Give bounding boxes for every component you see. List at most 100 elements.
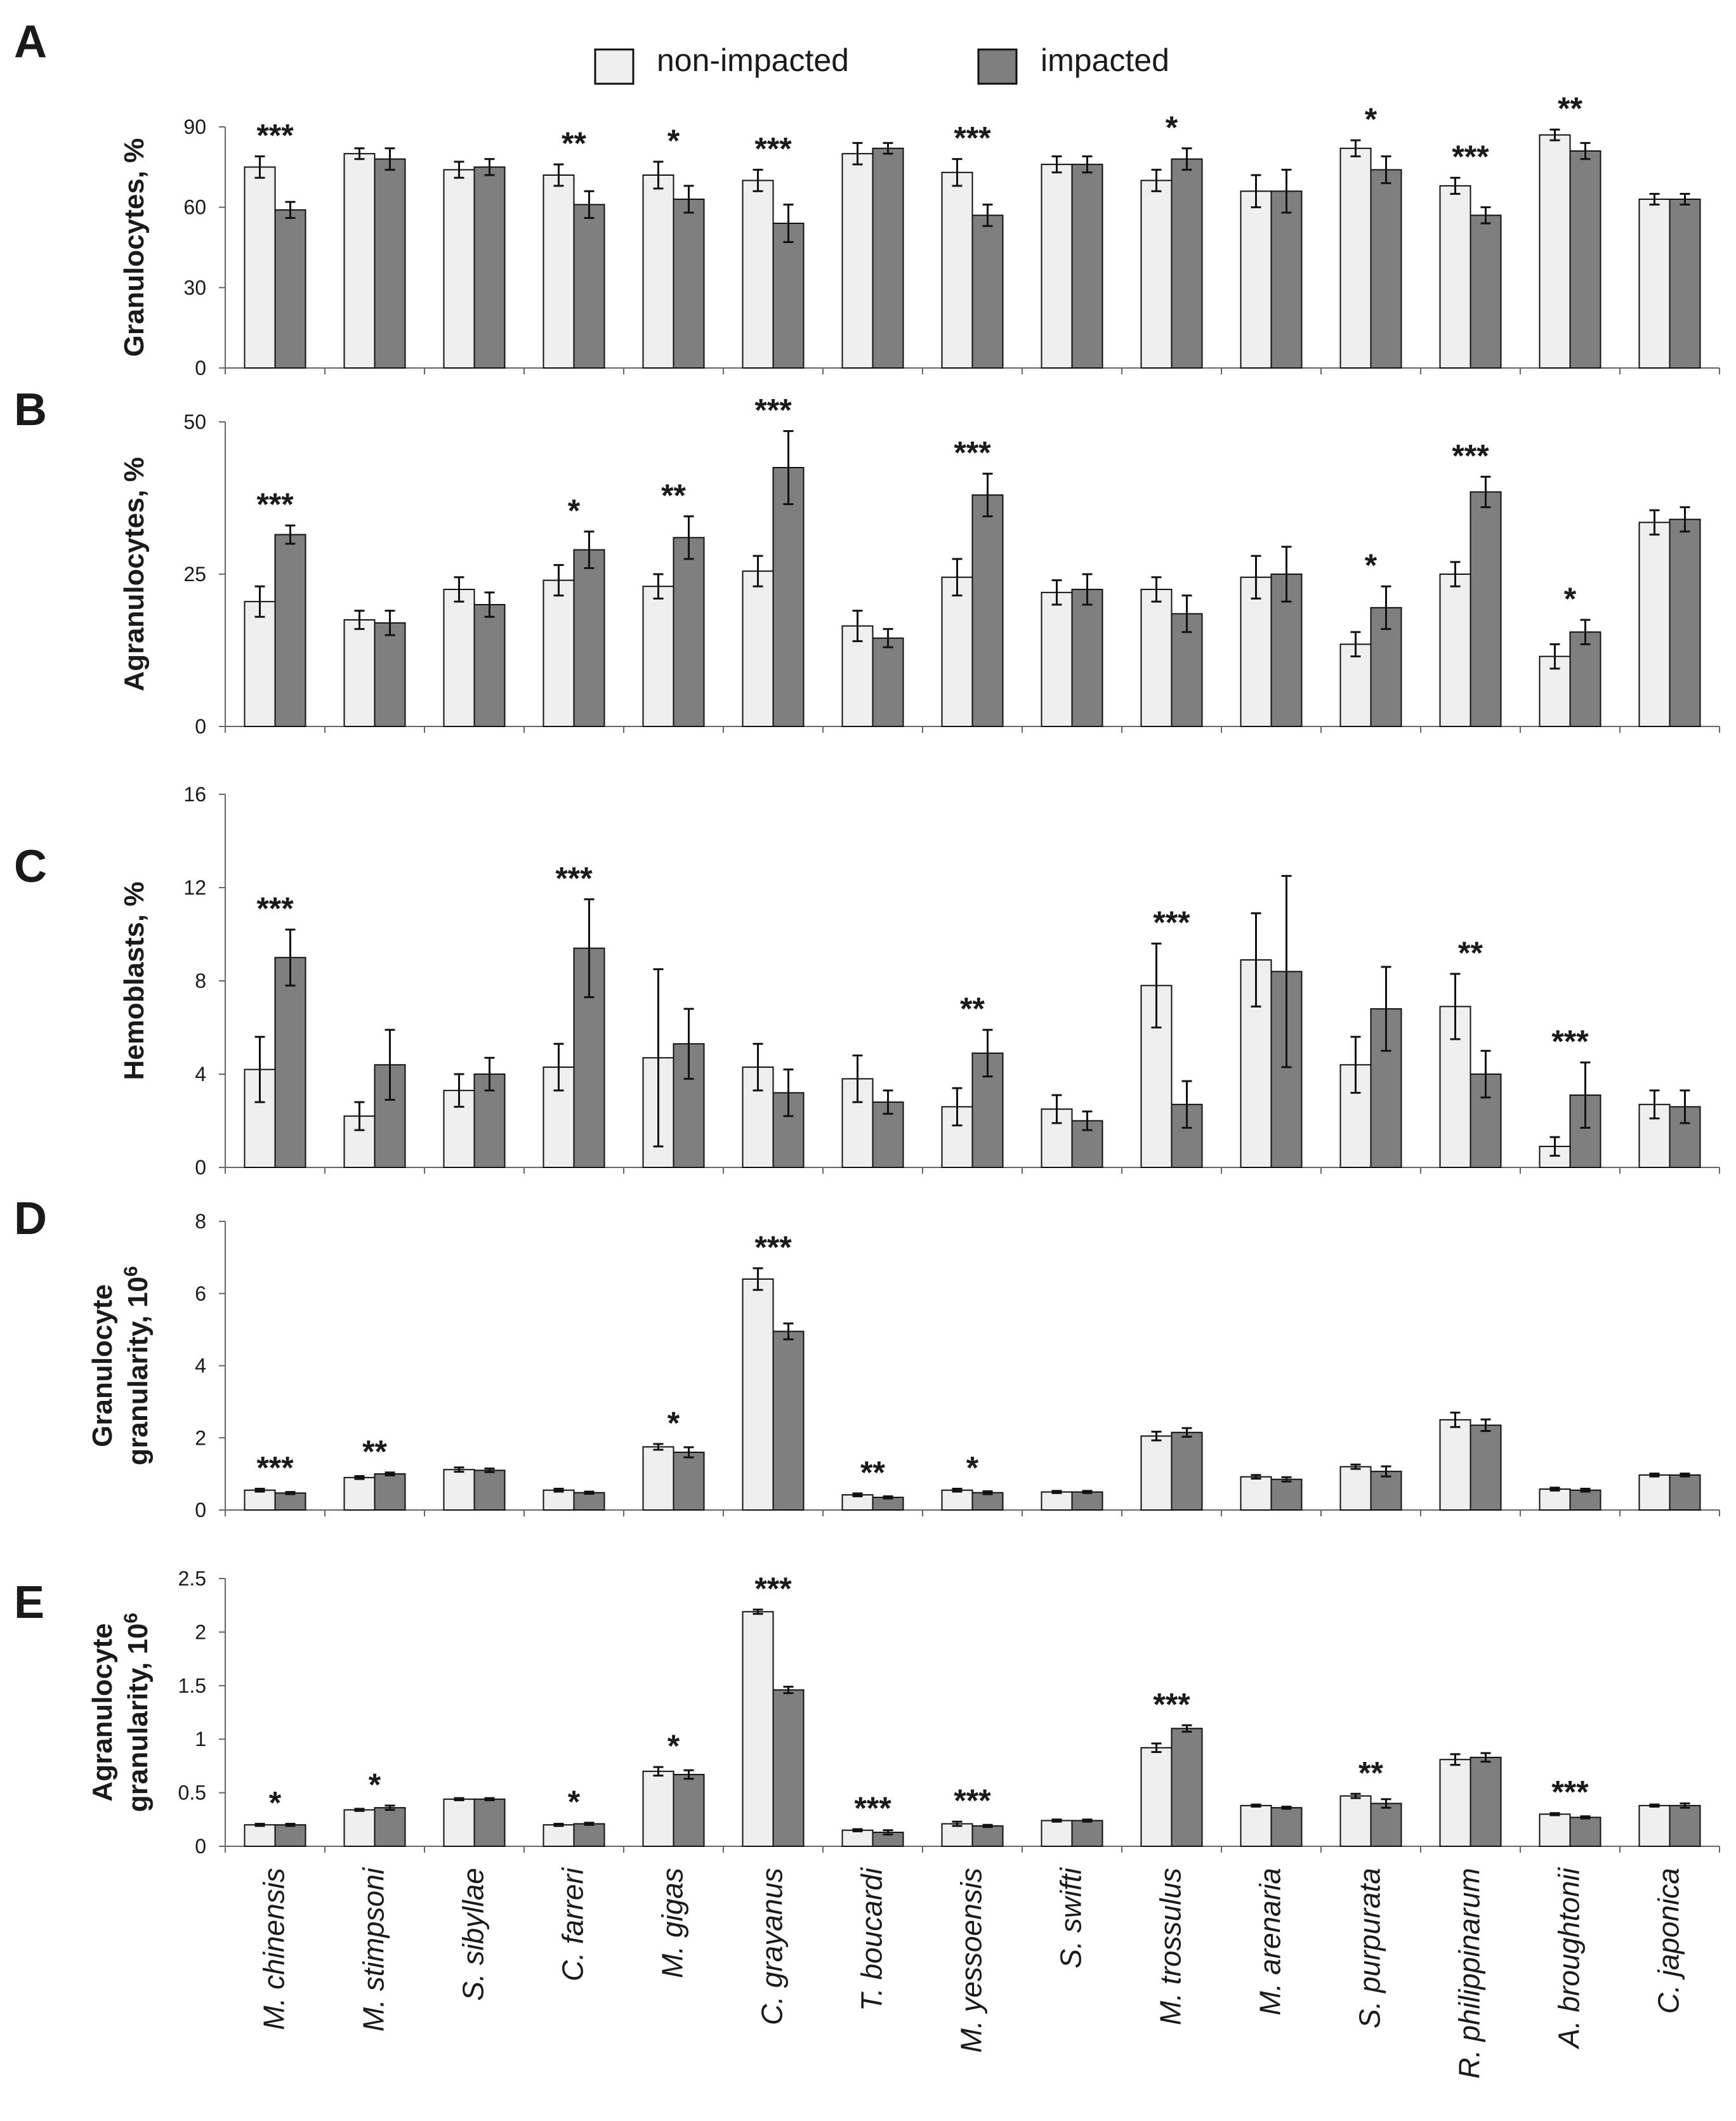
- species-label: M. chinensis: [258, 1868, 291, 2030]
- bar-impacted: [274, 1492, 306, 1511]
- significance-marker: ***: [555, 860, 593, 896]
- significance-marker: ***: [754, 392, 792, 428]
- significance-marker: *: [369, 1767, 381, 1803]
- y-axis-label-line2: granularity, 106: [121, 1266, 154, 1465]
- bar-impacted: [1071, 1820, 1103, 1848]
- significance-marker: *: [667, 1405, 680, 1441]
- y-tick-label: 0.5: [178, 1782, 206, 1804]
- bar-impacted: [1270, 190, 1303, 369]
- bar-non-impacted: [1240, 576, 1272, 727]
- bar-impacted: [1669, 518, 1701, 727]
- legend-label-non-impacted: non-impacted: [657, 43, 849, 78]
- bar-impacted: [872, 637, 904, 727]
- bar-non-impacted: [1539, 1488, 1571, 1511]
- significance-marker: *: [1365, 548, 1378, 583]
- bar-non-impacted: [941, 171, 973, 369]
- bar-non-impacted: [742, 180, 774, 369]
- y-tick-label: 2: [195, 1426, 206, 1449]
- y-axis-label: Agranulocytes, %: [119, 457, 150, 691]
- y-tick-label: 16: [183, 783, 206, 806]
- bar-non-impacted: [1041, 1820, 1073, 1848]
- bar-impacted: [1470, 214, 1502, 369]
- bar-non-impacted: [542, 1824, 575, 1847]
- bar-non-impacted: [642, 1446, 674, 1511]
- bar-non-impacted: [542, 174, 575, 369]
- bar-impacted: [1669, 199, 1701, 369]
- significance-marker: **: [562, 126, 586, 161]
- bar-non-impacted: [1339, 147, 1372, 369]
- bar-non-impacted: [642, 174, 674, 369]
- y-tick-label: 2.5: [178, 1567, 206, 1590]
- y-axis-label: Granulocytes, %: [119, 138, 150, 357]
- panel-letter: C: [14, 841, 47, 892]
- bar-non-impacted: [443, 589, 475, 727]
- species-label: M. yessoensis: [955, 1868, 988, 2052]
- significance-marker: ***: [256, 487, 294, 522]
- bar-non-impacted: [941, 1823, 973, 1847]
- bar-non-impacted: [1539, 134, 1571, 369]
- bar-impacted: [274, 1824, 306, 1847]
- bar-impacted: [473, 604, 506, 727]
- bar-non-impacted: [1041, 164, 1073, 369]
- y-tick-label: 60: [183, 196, 206, 219]
- bar-impacted: [1669, 1474, 1701, 1511]
- bar-non-impacted: [1041, 591, 1073, 727]
- y-tick-label: 12: [183, 876, 206, 899]
- species-label: M. stimpsoni: [357, 1867, 390, 2032]
- bar-non-impacted: [1638, 199, 1671, 369]
- significance-marker: *: [568, 1784, 581, 1820]
- bar-non-impacted: [1638, 1474, 1671, 1511]
- bar-impacted: [1171, 158, 1203, 369]
- bar-impacted: [374, 1807, 406, 1847]
- bar-non-impacted: [1140, 180, 1173, 369]
- significance-marker: ***: [1452, 438, 1489, 473]
- significance-marker: ***: [256, 891, 294, 926]
- bar-non-impacted: [244, 166, 276, 369]
- bar-non-impacted: [542, 579, 575, 727]
- species-axis-labels: M. chinensis M. stimpsoni S. sibyllae C. fa…: [258, 1867, 1685, 2078]
- bar-non-impacted: [642, 586, 674, 728]
- bar-impacted: [573, 1492, 605, 1511]
- species-label: R. philippinarum: [1453, 1868, 1486, 2078]
- legend: non-impacted impacted: [594, 43, 1169, 85]
- significance-marker: *: [568, 493, 581, 529]
- bar-non-impacted: [841, 153, 874, 369]
- bar-impacted: [274, 209, 306, 369]
- bar-impacted: [1270, 1478, 1303, 1511]
- bar-impacted: [971, 494, 1004, 727]
- species-label: M. gigas: [656, 1868, 689, 1978]
- bar-impacted: [673, 537, 705, 728]
- y-axis-label-line1: Granulocyte: [87, 1284, 118, 1447]
- bar-non-impacted: [244, 1824, 276, 1847]
- bar-non-impacted: [841, 1829, 874, 1847]
- bar-impacted: [1669, 1804, 1701, 1847]
- species-label: M. trossulus: [1154, 1868, 1187, 2025]
- significance-marker: ***: [1452, 139, 1489, 174]
- bar-impacted: [374, 158, 406, 369]
- bar-impacted: [673, 1773, 705, 1848]
- bar-impacted: [971, 214, 1004, 369]
- species-label: C. grayanus: [756, 1868, 789, 2025]
- bar-impacted: [971, 1825, 1004, 1847]
- significance-marker: ***: [754, 1230, 792, 1265]
- bar-non-impacted: [1240, 190, 1272, 369]
- legend-label-impacted: impacted: [1041, 43, 1169, 78]
- bar-impacted: [473, 1469, 506, 1511]
- bar-impacted: [772, 467, 805, 727]
- y-tick-label: 8: [195, 969, 206, 992]
- bar-impacted: [374, 1473, 406, 1511]
- y-tick-label: 6: [195, 1282, 206, 1305]
- y-tick-label: 90: [183, 115, 206, 138]
- bar-non-impacted: [443, 1469, 475, 1511]
- bar-non-impacted: [443, 1798, 475, 1848]
- y-tick-label: 0: [195, 715, 206, 738]
- bar-impacted: [872, 147, 904, 369]
- bar-non-impacted: [1140, 589, 1173, 727]
- bar-impacted: [1071, 1491, 1103, 1511]
- bar-non-impacted: [1041, 1491, 1073, 1511]
- panel-letter: D: [14, 1193, 47, 1244]
- significance-marker: *: [667, 1728, 680, 1764]
